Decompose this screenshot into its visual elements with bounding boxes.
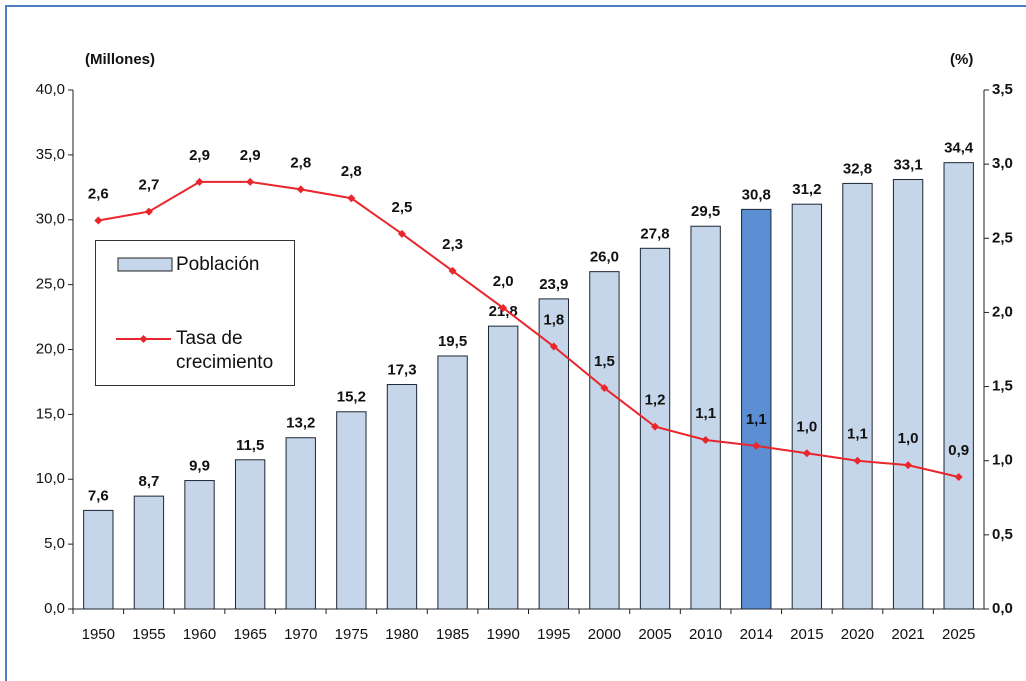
line-value-label: 1,0 <box>898 430 919 447</box>
bar <box>337 412 366 609</box>
y2-tick-label: 1,5 <box>992 378 1013 395</box>
bar <box>134 496 163 609</box>
bar <box>742 209 771 609</box>
y-tick-label: 20,0 <box>36 340 65 357</box>
bar-value-label: 26,0 <box>590 249 619 266</box>
line-value-label: 1,8 <box>543 312 564 329</box>
bar-value-label: 30,8 <box>742 186 771 203</box>
y2-tick-label: 0,5 <box>992 526 1013 543</box>
line-marker <box>94 216 102 224</box>
y-tick-label: 0,0 <box>44 600 65 617</box>
line-value-label: 2,3 <box>442 236 463 253</box>
bar-value-label: 32,8 <box>843 160 872 177</box>
x-tick-label: 2000 <box>588 626 621 643</box>
y2-tick-label: 0,0 <box>992 600 1013 617</box>
bar-value-label: 17,3 <box>387 362 416 379</box>
x-tick-label: 1980 <box>385 626 418 643</box>
line-value-label: 2,6 <box>88 185 109 202</box>
bar <box>387 385 416 609</box>
y2-tick-label: 3,5 <box>992 81 1013 98</box>
line-value-label: 2,8 <box>290 154 311 171</box>
line-value-label: 1,2 <box>645 392 666 409</box>
line-value-label: 1,1 <box>746 411 767 428</box>
bar <box>893 180 922 609</box>
y-tick-label: 40,0 <box>36 81 65 98</box>
bar-value-label: 33,1 <box>893 156 922 173</box>
line-value-label: 2,5 <box>392 199 413 216</box>
bar <box>185 481 214 609</box>
line-marker <box>246 178 254 186</box>
page: (Millones) (%) 0,0 5,0 10,0 15,0 20,0 25,0 30,… <box>0 0 1026 681</box>
bar <box>590 272 619 609</box>
y2-tick-label: 2,5 <box>992 229 1013 246</box>
x-tick-label: 2020 <box>841 626 874 643</box>
x-tick-label: 2005 <box>638 626 671 643</box>
bar-value-label: 23,9 <box>539 276 568 293</box>
bar-value-label: 29,5 <box>691 203 720 220</box>
x-tick-label: 1950 <box>82 626 115 643</box>
x-tick-label: 1985 <box>436 626 469 643</box>
line-value-label: 2,0 <box>493 273 514 290</box>
bar <box>438 356 467 609</box>
x-tick-label: 1965 <box>233 626 266 643</box>
bar-value-label: 7,6 <box>88 487 109 504</box>
line-value-label: 1,5 <box>594 353 615 370</box>
bar-value-label: 13,2 <box>286 415 315 432</box>
line-value-label: 1,0 <box>796 418 817 435</box>
bar <box>286 438 315 609</box>
y2-tick-label: 1,0 <box>992 452 1013 469</box>
legend: Población Tasa de crecimiento <box>95 240 295 386</box>
y-tick-label: 5,0 <box>44 535 65 552</box>
x-tick-label: 2014 <box>740 626 773 643</box>
line-value-label: 1,1 <box>847 426 868 443</box>
legend-marker <box>140 335 148 343</box>
line-marker <box>145 208 153 216</box>
y2-tick-label: 3,0 <box>992 155 1013 172</box>
line-value-label: 2,8 <box>341 163 362 180</box>
y-axis-label: (Millones) <box>85 51 155 68</box>
x-tick-label: 2021 <box>891 626 924 643</box>
y-tick-label: 10,0 <box>36 470 65 487</box>
line-value-label: 0,9 <box>948 442 969 459</box>
x-tick-label: 1960 <box>183 626 216 643</box>
x-tick-label: 1995 <box>537 626 570 643</box>
bar-value-label: 31,2 <box>792 181 821 198</box>
x-tick-label: 2015 <box>790 626 823 643</box>
bar-value-label: 27,8 <box>640 225 669 242</box>
bar <box>489 326 518 609</box>
line-value-label: 2,9 <box>240 147 261 164</box>
line-value-label: 2,9 <box>189 147 210 164</box>
bar-value-label: 34,4 <box>944 140 974 157</box>
x-tick-label: 1990 <box>487 626 520 643</box>
y-tick-label: 35,0 <box>36 146 65 163</box>
x-tick-label: 1975 <box>335 626 368 643</box>
bar <box>235 460 264 609</box>
legend-swatch <box>118 258 172 271</box>
bar <box>944 163 973 609</box>
legend-label: Tasa de crecimiento <box>176 327 286 375</box>
bar <box>792 204 821 609</box>
y-tick-label: 25,0 <box>36 276 65 293</box>
bar <box>843 183 872 609</box>
x-tick-label: 1970 <box>284 626 317 643</box>
line-marker <box>196 178 204 186</box>
x-tick-label: 1955 <box>132 626 165 643</box>
x-tick-label: 2025 <box>942 626 975 643</box>
y2-tick-label: 2,0 <box>992 303 1013 320</box>
bar-value-label: 15,2 <box>337 389 366 406</box>
legend-label: Población <box>176 253 259 277</box>
line-marker <box>297 185 305 193</box>
bar-value-label: 11,5 <box>236 437 264 454</box>
bar-value-label: 8,7 <box>138 473 159 490</box>
line-value-label: 2,7 <box>138 177 159 194</box>
bar-value-label: 9,9 <box>189 458 210 475</box>
x-tick-label: 2010 <box>689 626 722 643</box>
y-tick-label: 15,0 <box>36 405 65 422</box>
y2-axis-label: (%) <box>950 51 973 68</box>
bar <box>84 510 113 609</box>
y-tick-label: 30,0 <box>36 211 65 228</box>
bar-value-label: 19,5 <box>438 333 467 350</box>
line-value-label: 1,1 <box>695 405 716 422</box>
